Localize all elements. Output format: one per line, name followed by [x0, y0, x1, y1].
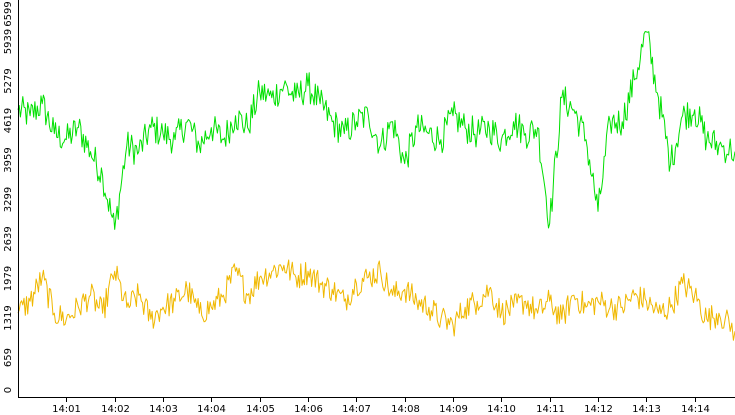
y-tick-label: 5939	[3, 29, 14, 54]
y-tick-label: 5279	[3, 68, 14, 93]
y-tick-label: 2639	[3, 226, 14, 251]
x-tick-label: 14:14	[681, 404, 710, 415]
series-line-2	[17, 259, 735, 341]
y-tick-label: 3959	[3, 147, 14, 172]
x-tick-label: 14:10	[487, 404, 516, 415]
x-axis-labels: 14:01 14:02 14:03 14:04 14:05 14:06 14:07 14:08…	[52, 404, 710, 415]
x-tick-label: 14:09	[439, 404, 468, 415]
series-line-1	[17, 31, 735, 230]
x-tick-label: 14:03	[149, 404, 178, 415]
y-tick-label: 6599	[3, 1, 14, 26]
y-tick-label: 659	[3, 348, 14, 367]
x-tick-label: 14:11	[536, 404, 565, 415]
series-lines	[17, 31, 735, 341]
x-tick-label: 14:01	[52, 404, 81, 415]
x-tick-label: 14:02	[101, 404, 130, 415]
y-tick-label: 4619	[3, 108, 14, 133]
x-tick-label: 14:13	[632, 404, 661, 415]
x-tick-label: 14:04	[197, 404, 226, 415]
x-tick-label: 14:08	[391, 404, 420, 415]
y-tick-label: 1979	[3, 266, 14, 291]
x-tick-label: 14:06	[294, 404, 323, 415]
y-tick-label: 1319	[3, 305, 14, 330]
y-tick-label: 3299	[3, 187, 14, 212]
y-tick-label: 0	[3, 387, 14, 393]
y-axis-labels: 0 659 1319 1979 2639 3299 3959 4619 5279 5939 6599	[3, 1, 14, 393]
x-tick-label: 14:12	[584, 404, 613, 415]
x-tick-label: 14:05	[246, 404, 275, 415]
x-tick-label: 14:07	[342, 404, 371, 415]
